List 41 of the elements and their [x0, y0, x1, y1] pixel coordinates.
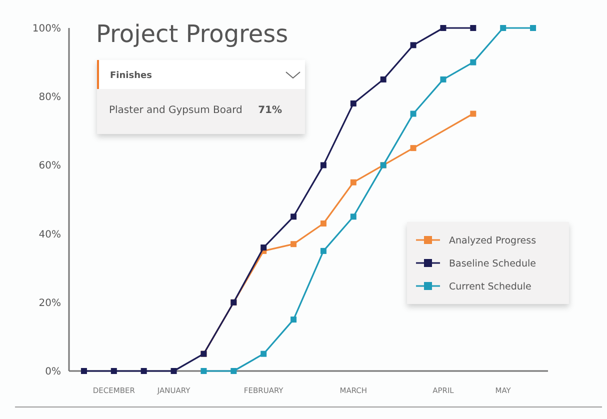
point [290, 214, 297, 220]
chart-title: Project Progress [96, 20, 288, 48]
point [410, 42, 416, 48]
point [380, 76, 386, 82]
point [170, 368, 177, 374]
point [140, 368, 147, 374]
point [500, 25, 506, 31]
point [530, 25, 536, 31]
point [440, 76, 446, 82]
legend-label: Current Schedule [449, 281, 532, 292]
point [470, 110, 476, 117]
point [320, 248, 326, 254]
point [290, 316, 297, 323]
point [350, 100, 356, 106]
point [410, 145, 416, 152]
y-tick-label: 100% [32, 24, 61, 34]
point [350, 179, 356, 186]
point [410, 110, 416, 117]
annotation: Plaster and Gypsum Board [109, 105, 242, 116]
point [320, 220, 326, 227]
point [320, 162, 326, 168]
point [230, 368, 237, 374]
point [290, 241, 297, 248]
point [440, 25, 446, 31]
point [80, 368, 87, 374]
y-tick-label: 60% [38, 160, 61, 172]
annotation: Finishes [110, 71, 152, 81]
point [110, 368, 117, 374]
point [350, 214, 356, 220]
annotation: 71% [258, 105, 282, 116]
legend-label: Baseline Schedule [449, 258, 536, 270]
point [470, 59, 476, 66]
y-tick-label: 0% [45, 366, 61, 378]
y-tick-label: 80% [38, 92, 61, 104]
legend-label: Analyzed Progress [449, 235, 536, 246]
point [260, 244, 267, 251]
point [260, 350, 267, 357]
point [470, 25, 476, 31]
y-tick-label: 40% [38, 229, 61, 240]
point [200, 368, 207, 374]
y-tick-label: 20% [38, 298, 61, 309]
